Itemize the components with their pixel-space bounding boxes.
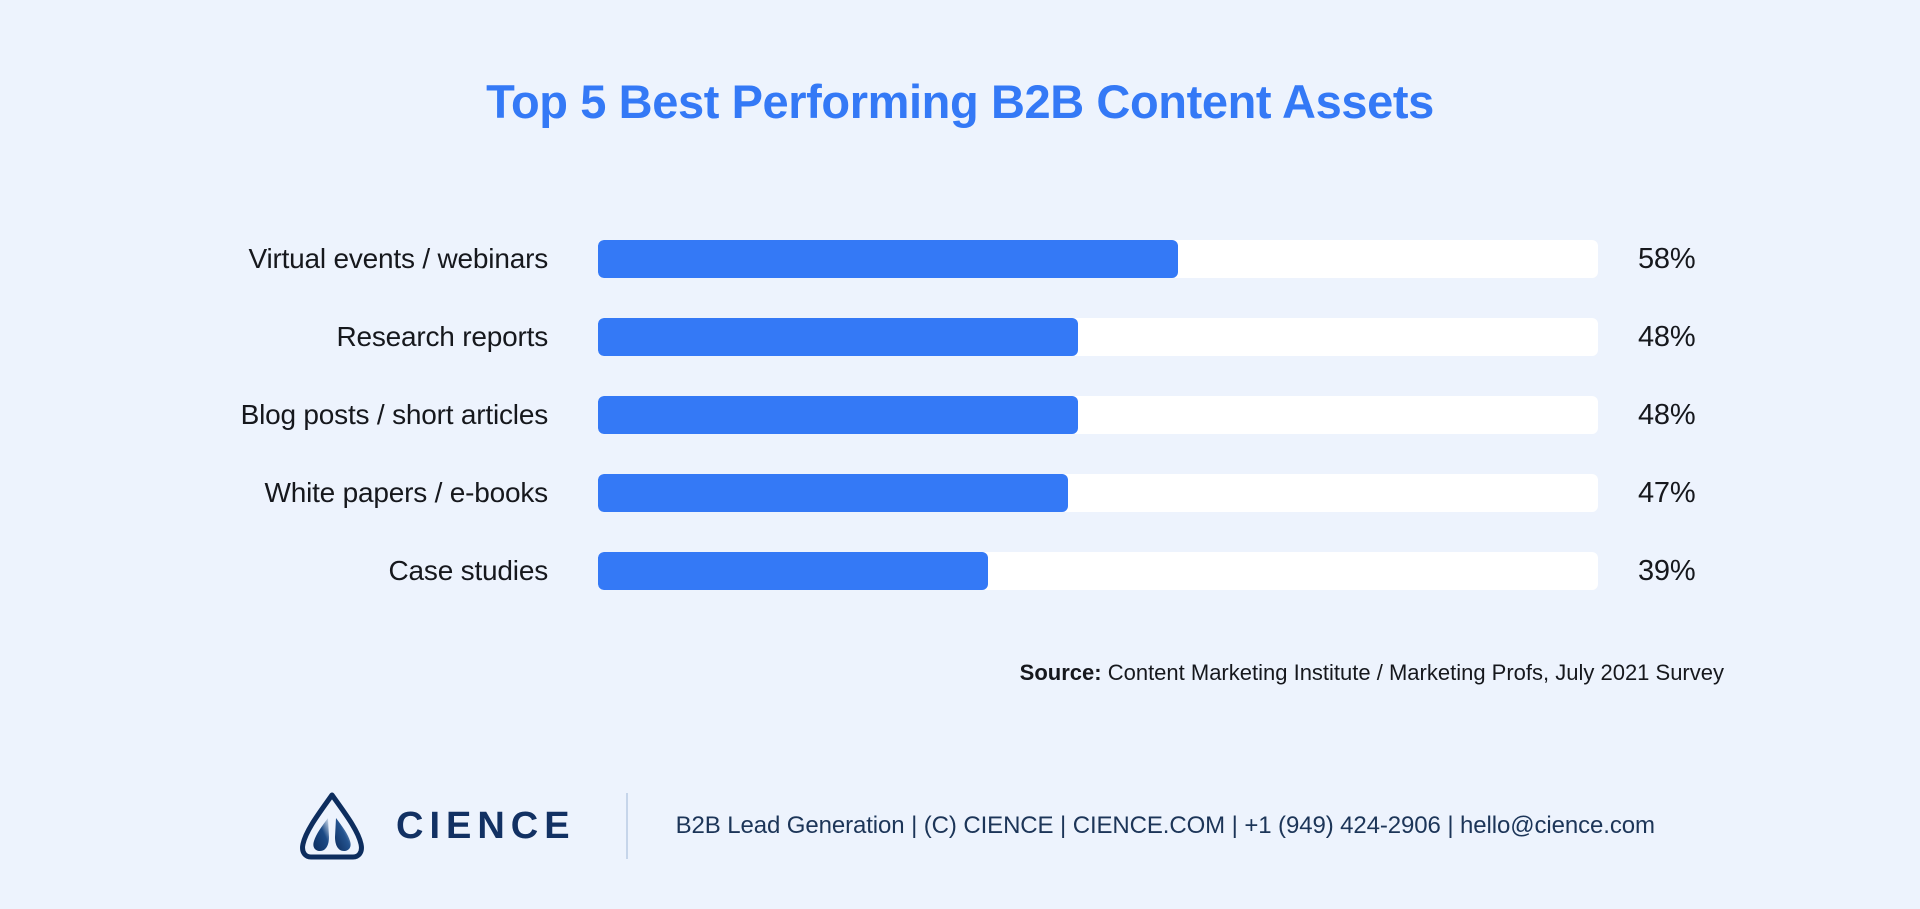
bar-fill <box>598 552 988 590</box>
bar-row: Blog posts / short articles 48% <box>0 376 1920 454</box>
bar-category-label: Case studies <box>388 555 549 586</box>
brand-logo: CIENCE <box>296 792 576 860</box>
bar-track <box>598 396 1598 434</box>
bar-track <box>598 318 1598 356</box>
cience-arch-logo-icon <box>300 792 364 860</box>
bar-fill <box>598 240 1178 278</box>
bar-track-wrapper <box>598 474 1598 512</box>
bar-track-wrapper <box>598 396 1598 434</box>
bar-value-label: 39% <box>1638 554 1696 587</box>
bar-value-label: 48% <box>1638 320 1696 353</box>
bar-fill <box>598 318 1078 356</box>
bar-fill <box>598 474 1068 512</box>
bar-fill <box>598 396 1078 434</box>
footer-bar: CIENCE B2B Lead Generation | (C) CIENCE … <box>0 786 1920 866</box>
bar-chart: Virtual events / webinars 58% Research rep… <box>0 220 1920 610</box>
bar-track-wrapper <box>598 240 1598 278</box>
brand-wordmark: CIENCE <box>396 805 576 847</box>
bar-track-wrapper <box>598 318 1598 356</box>
bar-row: Virtual events / webinars 58% <box>0 220 1920 298</box>
bar-value-label: 48% <box>1638 398 1696 431</box>
source-text: Content Marketing Institute / Marketing … <box>1101 660 1724 685</box>
bar-category-label: Virtual events / webinars <box>248 243 548 274</box>
bar-track <box>598 474 1598 512</box>
bar-category-label: Blog posts / short articles <box>240 399 549 430</box>
footer-divider <box>625 793 628 859</box>
source-label: Source: <box>1019 660 1102 685</box>
bar-row: White papers / e-books 47% <box>0 454 1920 532</box>
bar-category-label: White papers / e-books <box>264 477 548 508</box>
bar-track <box>598 552 1598 590</box>
footer-contact-text: B2B Lead Generation | (C) CIENCE | CIENC… <box>675 812 1655 839</box>
bar-row: Case studies 39% <box>0 532 1920 610</box>
source-note: Source: Content Marketing Institute / Ma… <box>0 660 1724 686</box>
bar-value-label: 58% <box>1638 242 1696 275</box>
bar-value-label: 47% <box>1638 476 1696 509</box>
bar-track-wrapper <box>598 552 1598 590</box>
bar-track <box>598 240 1598 278</box>
bar-row: Research reports 48% <box>0 298 1920 376</box>
bar-category-label: Research reports <box>336 321 548 352</box>
page-title: Top 5 Best Performing B2B Content Assets <box>486 75 1434 128</box>
